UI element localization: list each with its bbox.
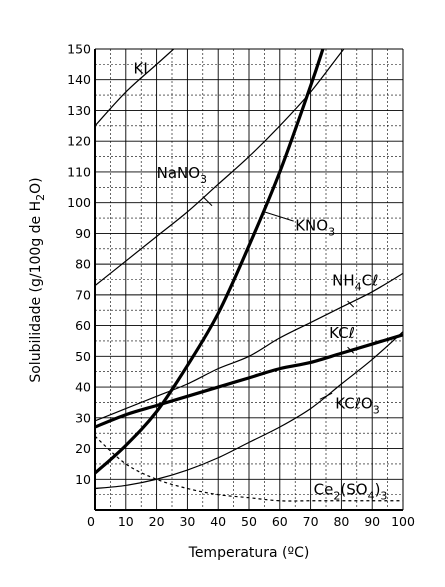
x-tick-label: 40 — [210, 514, 226, 529]
y-tick-label: 150 — [67, 42, 91, 57]
x-tick-label: 90 — [364, 514, 380, 529]
y-tick-label: 130 — [67, 103, 91, 118]
y-axis-label: Solubilidade (g/100g de H2O) — [28, 177, 47, 382]
y-tick-label: 110 — [67, 164, 91, 179]
leader-line-nh4cl — [347, 300, 355, 308]
x-axis-label: Temperatura (ºC) — [188, 545, 310, 561]
series-line-kclo3 — [95, 331, 403, 490]
series-line-nh4cl — [95, 272, 403, 422]
y-tick-label: 30 — [75, 410, 91, 425]
grid — [94, 48, 404, 511]
series-line-ce2-so4-3 — [95, 435, 403, 502]
series-line-ki — [95, 49, 175, 127]
leader-line-kclo3 — [319, 392, 333, 400]
y-tick-label: 140 — [67, 72, 91, 87]
series-label-nh4cl: NH4Cℓ — [332, 272, 378, 294]
y-tick-label: 60 — [75, 318, 91, 333]
x-tick-label: 60 — [272, 514, 288, 529]
x-tick-label: 50 — [241, 514, 257, 529]
series-labels: KI NaNO3 KNO3 NH4Cℓ KCℓ KCℓO3 Ce2(SO4)3 — [134, 60, 388, 503]
leader-line-nano3 — [202, 196, 213, 207]
y-tick-label: 50 — [75, 349, 91, 364]
y-tick-label: 40 — [75, 380, 91, 395]
axes — [94, 48, 404, 511]
y-tick-labels: 10 20 30 40 50 60 70 80 90 100 110 120 130 140 150 — [67, 42, 91, 487]
x-tick-labels: 0 10 20 30 40 50 60 70 80 90 100 — [87, 514, 415, 529]
series-label-kcl: KCℓ — [329, 324, 355, 342]
y-tick-label: 90 — [75, 226, 91, 241]
y-tick-label: 100 — [67, 195, 91, 210]
y-tick-label: 10 — [75, 472, 91, 487]
x-tick-label: 0 — [87, 514, 95, 529]
x-tick-label: 70 — [303, 514, 319, 529]
x-tick-label: 100 — [391, 514, 415, 529]
series-label-nano3: NaNO3 — [157, 164, 207, 186]
y-tick-label: 80 — [75, 257, 91, 272]
leader-line-kcl — [347, 346, 355, 354]
series-label-ce2-so4-3: Ce2(SO4)3 — [314, 481, 388, 503]
x-tick-label: 80 — [333, 514, 349, 529]
series-label-kclo3: KCℓO3 — [335, 395, 380, 417]
y-tick-label: 20 — [75, 441, 91, 456]
y-tick-label: 70 — [75, 287, 91, 302]
y-tick-label: 120 — [67, 134, 91, 149]
x-tick-label: 30 — [179, 514, 195, 529]
series-label-kno3: KNO3 — [295, 216, 335, 238]
x-tick-label: 10 — [118, 514, 134, 529]
x-tick-label: 20 — [149, 514, 165, 529]
series-line-kno3 — [95, 49, 325, 475]
series-label-ki: KI — [134, 60, 148, 78]
series-line-nano3 — [95, 49, 345, 287]
leader-line-kno3 — [264, 211, 294, 222]
